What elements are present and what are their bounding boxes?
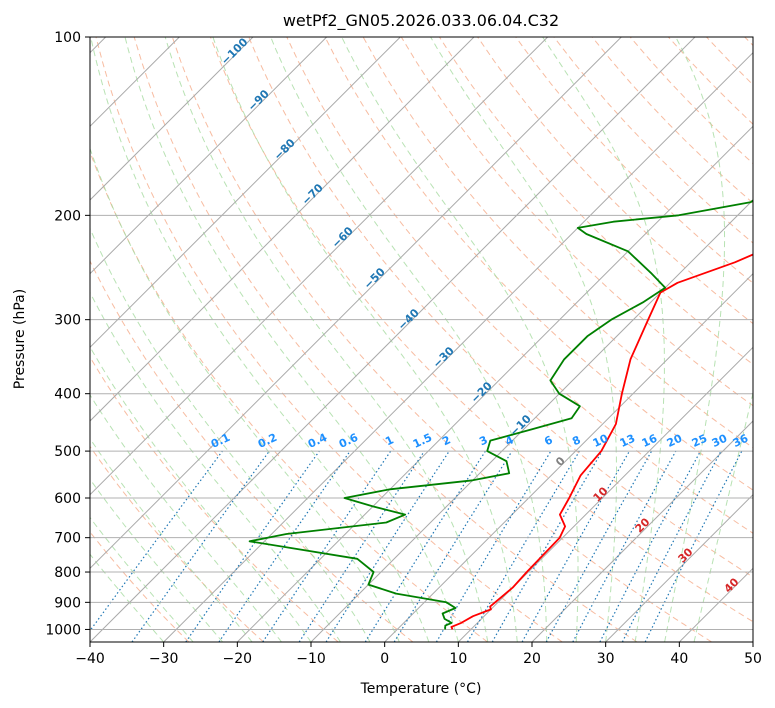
- y-tick-label: 700: [54, 531, 81, 547]
- mixing-ratio-label: 10: [591, 432, 611, 450]
- x-axis: −40 −30 −20 −10 0 10 20 30 40 50: [75, 642, 762, 667]
- background-lines: [90, 37, 753, 642]
- profiles: [248, 199, 753, 630]
- isotherm-line: [90, 37, 696, 642]
- mixing-ratio-line: [325, 450, 450, 642]
- moist-adiabat-line: [90, 37, 430, 642]
- moist-adiabat-line: [693, 390, 753, 642]
- isotherm-line: [384, 272, 753, 642]
- isotherm-line: [90, 37, 254, 201]
- mixing-ratio-line: [131, 450, 270, 642]
- x-tick-label: −40: [75, 651, 105, 667]
- moist-adiabat-line: [90, 291, 341, 642]
- isotherm-line: [90, 37, 328, 275]
- mixing-ratio-line: [185, 450, 320, 642]
- x-tick-label: −30: [149, 651, 179, 667]
- chart-title: wetPf2_GN05.2026.033.06.04.C32: [283, 11, 559, 31]
- x-tick-label: 40: [670, 651, 688, 667]
- mixing-ratio-label: 16: [640, 432, 660, 450]
- moist-adiabat-line: [90, 437, 253, 642]
- y-tick-label: 500: [54, 444, 81, 460]
- moist-adiabat-line: [90, 394, 282, 642]
- isotherm-line: [457, 346, 753, 642]
- y-tick-label: 1000: [45, 622, 81, 638]
- moist-adiabat-line: [90, 516, 194, 642]
- dry-adiabat-line: [90, 445, 264, 642]
- x-axis-title: Temperature (°C): [360, 681, 482, 697]
- y-tick-label: 200: [54, 208, 81, 224]
- x-tick-label: 0: [380, 651, 389, 667]
- x-tick-label: −10: [296, 651, 326, 667]
- dewpoint-profile-line: [248, 199, 753, 630]
- moist-adiabat-line: [664, 37, 726, 642]
- y-axis: 100 200 300 400 500 600 700 800 900 1000: [45, 30, 90, 638]
- dry-adiabat-line: [90, 259, 414, 642]
- mixing-ratio-line: [218, 450, 351, 642]
- isotherm-line: [90, 37, 401, 349]
- x-tick-label: 50: [744, 651, 762, 667]
- x-tick-label: 10: [449, 651, 467, 667]
- y-axis-title: Pressure (hPa): [12, 289, 28, 389]
- moist-adiabat-line: [90, 227, 371, 642]
- y-tick-label: 600: [54, 491, 81, 507]
- dry-adiabat-line: [95, 37, 563, 642]
- isotherm-line: [90, 37, 622, 570]
- dry-adiabat-line: [248, 37, 753, 578]
- mixing-ratio-line: [298, 450, 425, 642]
- isotherm-line: [236, 125, 753, 642]
- mixing-ratio-line: [521, 450, 631, 642]
- isotherm-line: [752, 641, 753, 642]
- moist-adiabat-line: [90, 553, 165, 642]
- y-tick-label: 100: [54, 30, 81, 46]
- temperature-profile-line: [450, 253, 753, 630]
- x-tick-label: −20: [223, 651, 253, 667]
- y-tick-label: 300: [54, 313, 81, 329]
- moist-adiabat-line: [270, 37, 548, 642]
- mixing-ratio-line: [572, 450, 677, 642]
- mixing-ratio-line: [90, 450, 223, 632]
- moist-adiabat-line: [124, 37, 459, 642]
- x-tick-label: 30: [597, 651, 615, 667]
- moist-adiabat-line: [164, 37, 489, 642]
- x-tick-label: 20: [523, 651, 541, 667]
- mixing-ratio-label: 25: [690, 432, 709, 450]
- isotherm-line: [531, 420, 753, 642]
- moist-adiabat-line: [90, 478, 223, 642]
- dry-adiabat-line: [171, 37, 712, 642]
- isotherm-line: [90, 37, 475, 422]
- mixing-ratio-label: 36: [731, 432, 751, 450]
- mixing-ratio-line: [644, 450, 743, 642]
- plot-frame: [89, 36, 754, 643]
- dry-adiabat-line: [515, 37, 753, 284]
- dry-adiabat-line: [324, 37, 753, 491]
- y-tick-label: 800: [54, 565, 81, 581]
- dry-adiabat-line: [90, 356, 339, 642]
- mixing-ratio-line: [393, 450, 513, 642]
- isotherm-line: [90, 37, 549, 496]
- y-tick-label: 900: [54, 595, 81, 611]
- mixing-ratio-label: 20: [665, 432, 685, 450]
- plot-background: [90, 37, 753, 642]
- isotherm-line: [605, 493, 753, 642]
- y-tick-label: 400: [54, 387, 81, 403]
- moist-adiabat-line: [430, 37, 617, 642]
- isotherm-line: [163, 51, 753, 642]
- dry-adiabat-line: [286, 37, 753, 534]
- dry-adiabat-line: [210, 37, 753, 623]
- moist-adiabat-line: [212, 37, 518, 642]
- mixing-ratio-line: [545, 450, 653, 642]
- isotherm-line: [310, 199, 753, 642]
- mixing-ratio-label: 13: [618, 432, 637, 450]
- mixing-ratio-label: 30: [710, 432, 730, 450]
